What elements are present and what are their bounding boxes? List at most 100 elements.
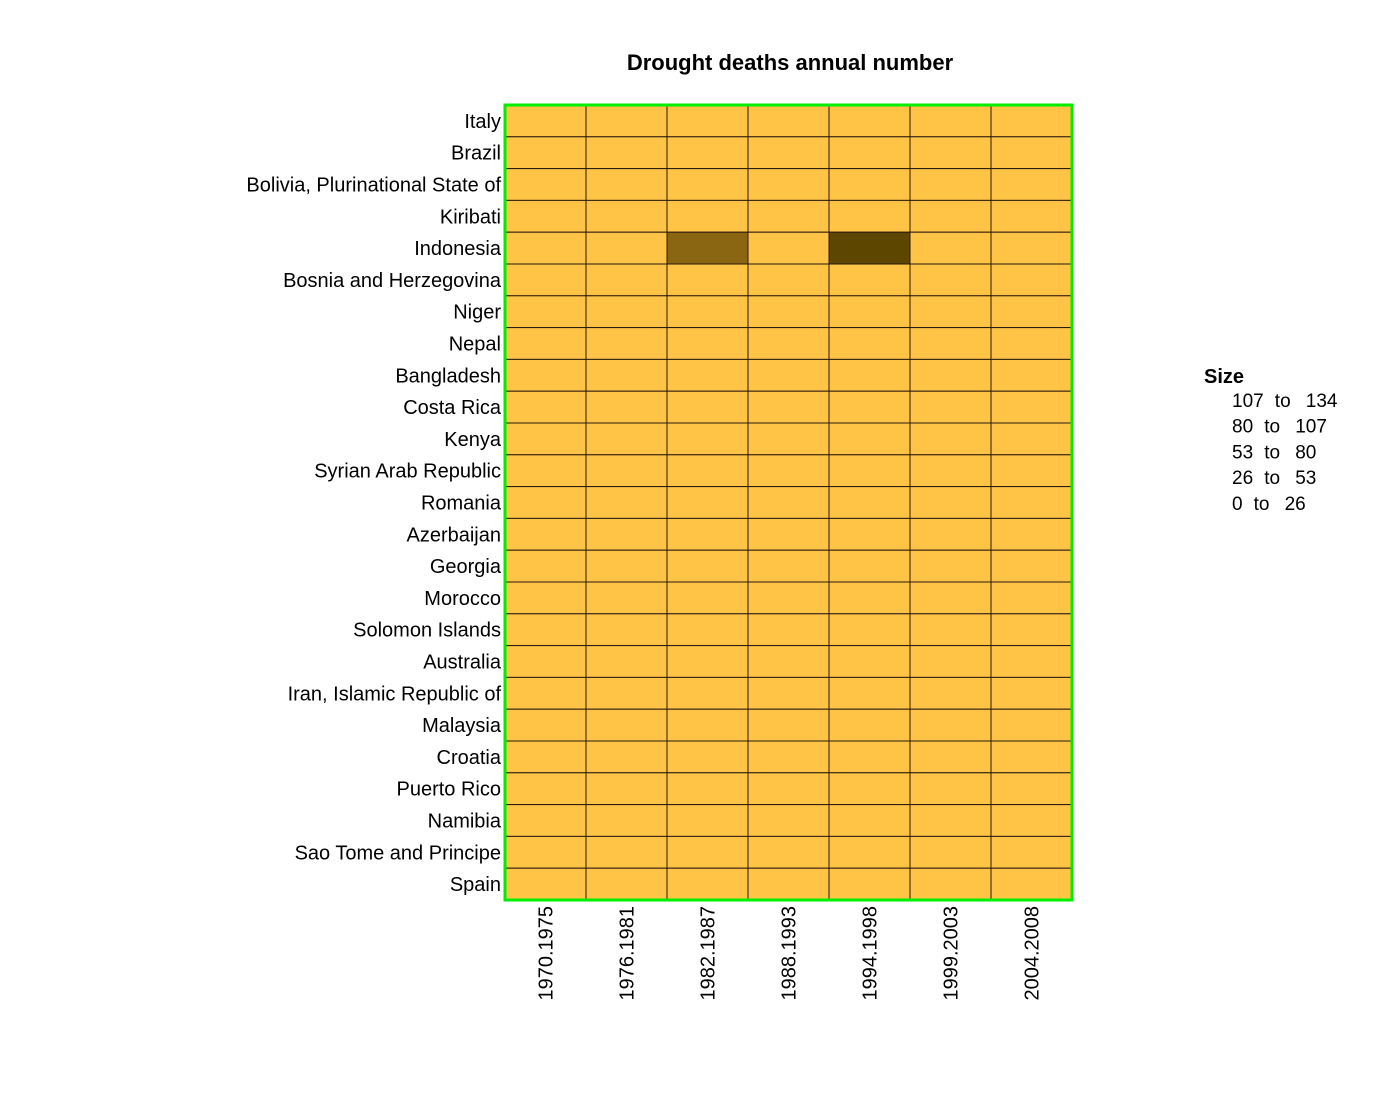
row-label: Niger xyxy=(453,302,501,324)
chart-title: Drought deaths annual number xyxy=(627,50,954,75)
heatmap-cell xyxy=(666,581,749,615)
heatmap-cell xyxy=(585,231,668,265)
heatmap-cell xyxy=(909,867,992,901)
heatmap-cell xyxy=(504,263,587,297)
heatmap-cell xyxy=(990,772,1073,806)
heatmap-cell xyxy=(747,168,830,201)
heatmap-cell xyxy=(747,676,830,710)
heatmap-cell xyxy=(909,645,992,678)
row-label: Bangladesh xyxy=(395,365,501,387)
legend-from: 26 xyxy=(1232,468,1253,489)
heatmap-cell xyxy=(585,136,668,170)
heatmap-cell xyxy=(990,358,1073,392)
heatmap-cell xyxy=(747,295,830,329)
heatmap-cell xyxy=(585,199,668,233)
row-label: Morocco xyxy=(424,588,501,610)
heatmap-cell xyxy=(909,835,992,869)
heatmap-cell xyxy=(747,549,830,583)
heatmap-cell xyxy=(828,676,911,710)
heatmap-cell xyxy=(828,740,911,774)
row-label: Solomon Islands xyxy=(353,620,501,642)
heatmap-cell xyxy=(504,708,587,742)
legend-connector: to xyxy=(1264,468,1280,489)
heatmap-cell xyxy=(585,645,668,678)
heatmap-cell xyxy=(585,168,668,201)
legend-entry: 53 to 80 xyxy=(1232,442,1316,463)
heatmap-cell xyxy=(828,168,911,201)
heatmap-cell xyxy=(828,835,911,869)
legend-to: 134 xyxy=(1306,391,1338,412)
heatmap-cell xyxy=(585,390,668,424)
heatmap-cell xyxy=(585,835,668,869)
heatmap-cell xyxy=(909,772,992,806)
heatmap-cell xyxy=(747,327,830,360)
heatmap-cell xyxy=(909,454,992,488)
row-label: Bosnia and Herzegovina xyxy=(283,270,502,292)
heatmap-cell xyxy=(666,422,749,456)
heatmap-cell xyxy=(504,136,587,170)
heatmap-cell xyxy=(504,867,587,901)
heatmap-cell xyxy=(747,867,830,901)
heatmap-cell xyxy=(747,231,830,265)
heatmap-cell xyxy=(747,645,830,678)
heatmap-cell xyxy=(828,549,911,583)
row-label: Indonesia xyxy=(414,238,502,260)
heatmap-cell xyxy=(990,199,1073,233)
row-label: Puerto Rico xyxy=(397,779,502,801)
heatmap-cell xyxy=(666,168,749,201)
legend-connector: to xyxy=(1254,494,1270,515)
heatmap-cell xyxy=(666,454,749,488)
row-label: Azerbaijan xyxy=(406,524,501,546)
heatmap-cell xyxy=(666,199,749,233)
column-label: 1999.2003 xyxy=(941,906,963,1001)
row-label: Brazil xyxy=(451,143,501,165)
heatmap-cell xyxy=(666,358,749,392)
column-label: 1970.1975 xyxy=(536,906,558,1001)
heatmap-cell xyxy=(909,263,992,297)
legend-from: 107 xyxy=(1232,391,1264,412)
heatmap-cell xyxy=(747,613,830,647)
heatmap-cell xyxy=(585,581,668,615)
heatmap-cell xyxy=(585,549,668,583)
heatmap-cell xyxy=(504,613,587,647)
heatmap-cell xyxy=(585,708,668,742)
heatmap-cell xyxy=(909,358,992,392)
heatmap-cell xyxy=(828,199,911,233)
heatmap-cell xyxy=(747,804,830,837)
heatmap-cell xyxy=(828,358,911,392)
heatmap-cell xyxy=(666,772,749,806)
legend-to: 80 xyxy=(1295,442,1316,463)
heatmap-cell xyxy=(990,168,1073,201)
heatmap-cell xyxy=(666,676,749,710)
row-labels: Italy Brazil Bolivia, Plurinational State … xyxy=(246,111,501,896)
heatmap-cell xyxy=(504,231,587,265)
heatmap-cell xyxy=(990,231,1073,265)
heatmap-cell xyxy=(747,263,830,297)
heatmap-cell xyxy=(585,358,668,392)
column-label: 2004.2008 xyxy=(1022,906,1044,1001)
heatmap-cell xyxy=(585,867,668,901)
row-label: Syrian Arab Republic xyxy=(314,461,501,483)
heatmap-cell xyxy=(504,645,587,678)
heatmap-cell xyxy=(909,136,992,170)
heatmap-cell xyxy=(747,486,830,519)
heatmap-cell xyxy=(747,772,830,806)
heatmap-cell xyxy=(666,740,749,774)
heatmap-cell xyxy=(909,327,992,360)
heatmap-cell xyxy=(504,295,587,329)
heatmap-cell xyxy=(909,517,992,551)
heatmap-cells xyxy=(504,104,1073,901)
heatmap-cell xyxy=(585,740,668,774)
heatmap-cell xyxy=(828,104,911,138)
heatmap-cell xyxy=(585,772,668,806)
heatmap-cell xyxy=(909,295,992,329)
plot-frame xyxy=(503,103,1074,902)
heatmap-cell xyxy=(828,613,911,647)
row-label: Bolivia, Plurinational State of xyxy=(246,175,501,197)
heatmap-cell xyxy=(747,517,830,551)
column-label: 1994.1998 xyxy=(860,906,882,1001)
heatmap-cell xyxy=(909,708,992,742)
heatmap-cell xyxy=(828,295,911,329)
heatmap-cell xyxy=(666,231,749,265)
heatmap-cell xyxy=(828,136,911,170)
